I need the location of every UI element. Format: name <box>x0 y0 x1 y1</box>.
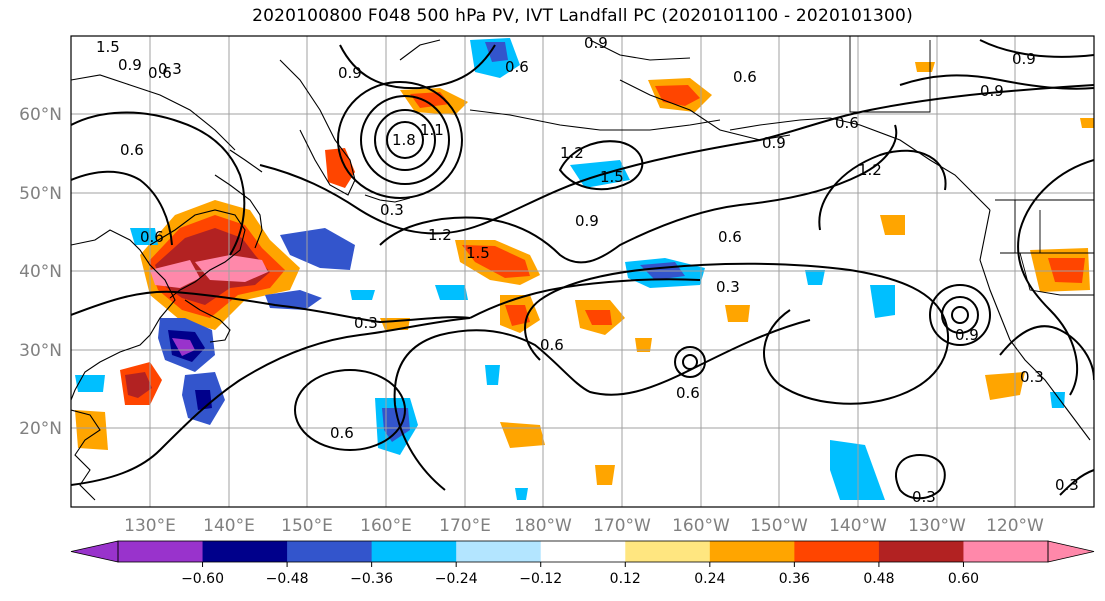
map-frame <box>70 35 1095 508</box>
colorbar-border <box>117 540 1049 563</box>
contour-label: 1.8 <box>392 131 416 149</box>
colorbar <box>70 540 1095 563</box>
contour-label: 0.6 <box>120 141 144 159</box>
contour-label: 0.9 <box>118 56 142 74</box>
colorbar-tick-label: −0.24 <box>435 571 478 587</box>
colorbar-extend-min <box>70 540 119 563</box>
contour-label: 1.5 <box>466 244 490 262</box>
contour-label: 0.6 <box>733 68 757 86</box>
lon-label: 140°W <box>829 516 887 536</box>
contour-label: 0.6 <box>718 228 742 246</box>
contour-label: 0.3 <box>912 488 936 506</box>
contour-label: 0.9 <box>1012 50 1036 68</box>
contour-label: 0.6 <box>540 336 564 354</box>
contour-label: 0.6 <box>505 58 529 76</box>
colorbar-segment <box>287 541 373 562</box>
lon-label: 160°W <box>672 516 730 536</box>
lat-label: 20°N <box>19 419 62 439</box>
contour-label: 0.9 <box>955 326 979 344</box>
colorbar-segment <box>456 541 542 562</box>
contour-label: 1.1 <box>420 121 444 139</box>
lat-label: 30°N <box>19 341 62 361</box>
contour-label: 0.6 <box>676 384 700 402</box>
contour-label: 0.3 <box>1020 368 1044 386</box>
lat-label: 40°N <box>19 262 62 282</box>
contour-label: 0.3 <box>716 278 740 296</box>
colorbar-segment <box>878 541 964 562</box>
colorbar-ticks: −0.60 −0.48 −0.36 −0.24 −0.12 0.12 0.24 0.36 0.4… <box>181 562 979 587</box>
colorbar-tick-label: 0.12 <box>610 571 641 587</box>
contour-label: 0.3 <box>1055 476 1079 494</box>
colorbar-tick-label: 0.24 <box>694 571 725 587</box>
longitude-axis: 130°E 140°E 150°E 160°E 170°E 180°W 170°… <box>124 516 1044 536</box>
colorbar-tick-label: 0.60 <box>948 571 979 587</box>
colorbar-segment <box>794 541 880 562</box>
contour-label: 1.2 <box>858 161 882 179</box>
colorbar-tick-label: −0.48 <box>266 571 309 587</box>
colorbar-segment <box>371 541 457 562</box>
lon-label: 130°E <box>124 516 176 536</box>
colorbar-extend-max <box>1047 540 1095 563</box>
colorbar-tick-label: −0.12 <box>519 571 562 587</box>
contour-label: 0.6 <box>148 64 172 82</box>
contour-label: 0.6 <box>140 228 164 246</box>
latitude-axis: 60°N 50°N 40°N 30°N 20°N <box>19 105 62 439</box>
contour-label: 0.6 <box>835 114 859 132</box>
colorbar-segment <box>963 541 1049 562</box>
colorbar-tick-label: −0.36 <box>350 571 393 587</box>
coastlines <box>71 39 1091 501</box>
contour-label: 0.9 <box>762 134 786 152</box>
colorbar-segment <box>625 541 711 562</box>
contour-label: 0.9 <box>338 64 362 82</box>
colorbar-tick-label: −0.60 <box>181 571 224 587</box>
colorbar-segment <box>118 541 204 562</box>
lat-label: 50°N <box>19 184 62 204</box>
lon-label: 150°E <box>281 516 333 536</box>
contour-label: 1.5 <box>96 38 120 56</box>
map-title: 2020100800 F048 500 hPa PV, IVT Landfall… <box>252 6 913 26</box>
lon-label: 140°E <box>203 516 255 536</box>
lon-label: 150°W <box>750 516 808 536</box>
contour-label: 0.9 <box>584 34 608 52</box>
lon-label: 170°E <box>439 516 491 536</box>
colorbar-tick-label: 0.48 <box>863 571 894 587</box>
lon-label: 170°W <box>593 516 651 536</box>
lon-label: 160°E <box>360 516 412 536</box>
borders <box>849 36 1094 296</box>
colorbar-tick-label: 0.36 <box>779 571 810 587</box>
colorbar-segment <box>709 541 795 562</box>
contour-label: 1.2 <box>428 226 452 244</box>
lat-label: 60°N <box>19 105 62 125</box>
contour-label: 0.6 <box>330 424 354 442</box>
gridlines <box>71 36 1094 507</box>
lon-label: 130°W <box>908 516 966 536</box>
contour-label: 0.3 <box>158 60 182 78</box>
contour-label: 0.9 <box>980 82 1004 100</box>
contour-labels: 1.5 0.9 0.6 0.3 0.9 0.6 0.9 0.6 0.9 1.2 … <box>96 34 1079 506</box>
lon-label: 120°W <box>986 516 1044 536</box>
pv-contours <box>71 39 1094 500</box>
contour-label: 1.5 <box>600 168 624 186</box>
lon-label: 180°W <box>514 516 572 536</box>
contour-label: 0.3 <box>354 314 378 332</box>
contour-label: 0.9 <box>575 212 599 230</box>
colorbar-segment <box>202 541 288 562</box>
contour-label: 0.3 <box>380 201 404 219</box>
colorbar-segment <box>540 541 626 562</box>
contour-label: 1.2 <box>560 144 584 162</box>
